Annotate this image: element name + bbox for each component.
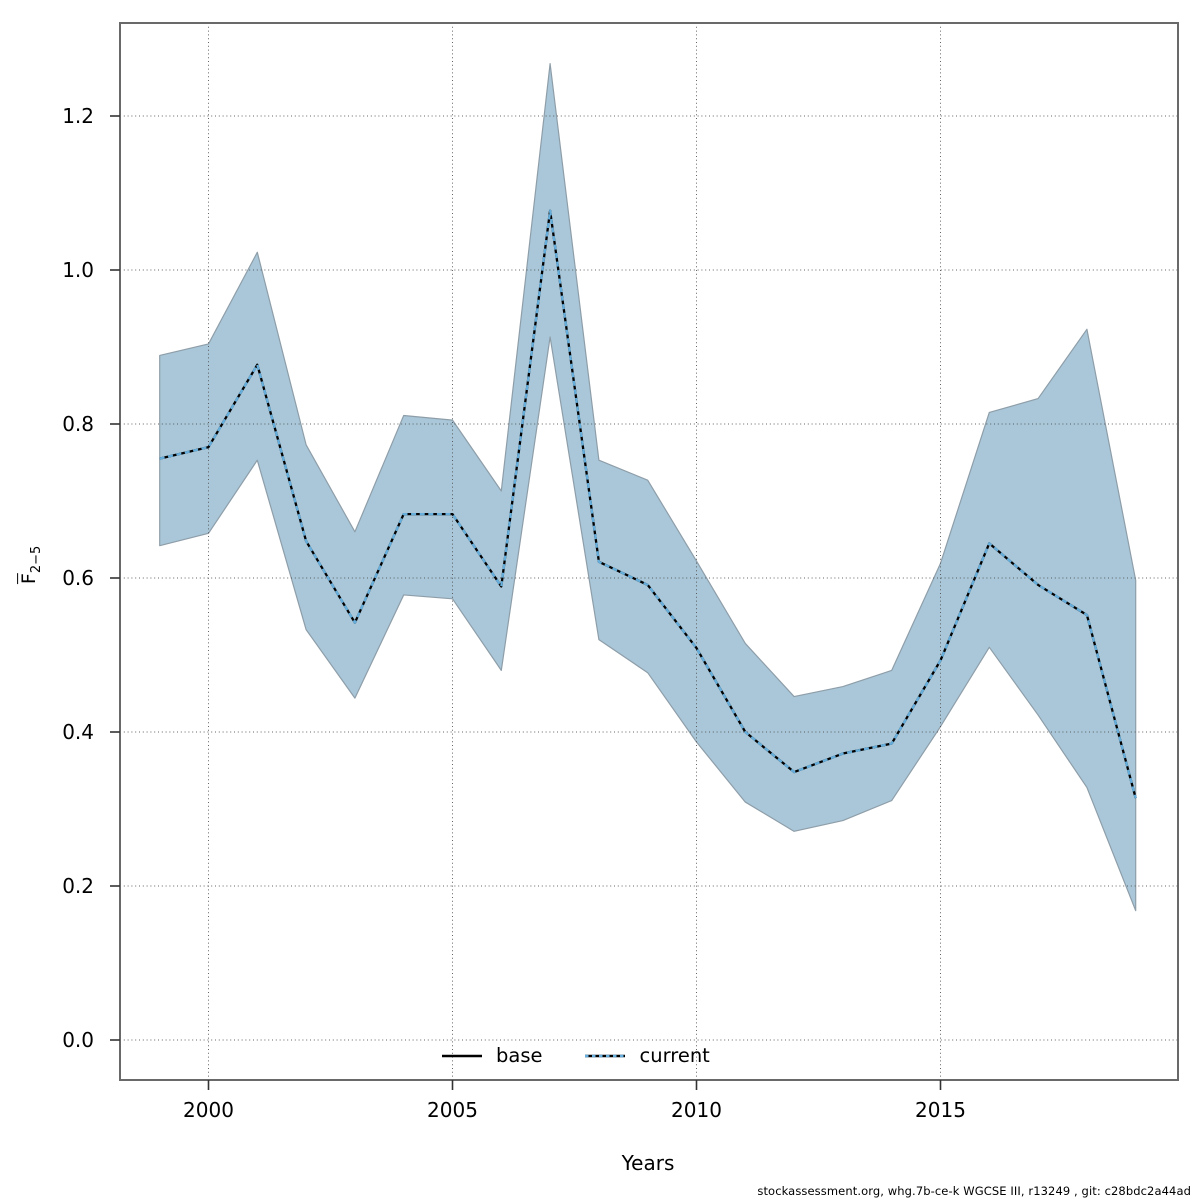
y-tick-label: 0.0 xyxy=(62,1028,94,1052)
plot-frame xyxy=(119,22,1179,1081)
legend-item-base: base xyxy=(441,1044,542,1067)
x-tick-label: 2015 xyxy=(915,1098,966,1122)
legend-base-line-sample xyxy=(442,1054,482,1057)
y-tick-label: 1.2 xyxy=(62,104,94,128)
legend-base-label: base xyxy=(496,1044,543,1067)
legend-current-label: current xyxy=(639,1044,710,1067)
y-axis-label: F2−5 xyxy=(18,515,44,615)
legend-current-line-sample xyxy=(585,1054,626,1057)
y-axis-label-symbol: F xyxy=(18,573,41,585)
y-tick-label: 1.0 xyxy=(62,258,94,282)
x-axis-label: Years xyxy=(621,1151,675,1175)
y-tick-label: 0.6 xyxy=(62,566,94,590)
y-tick-label: 0.8 xyxy=(62,412,94,436)
x-tick-label: 2010 xyxy=(671,1098,722,1122)
legend: base current xyxy=(441,1044,710,1067)
y-tick-label: 0.4 xyxy=(62,720,94,744)
confidence-band xyxy=(159,63,1137,912)
x-tick-label: 2000 xyxy=(183,1098,234,1122)
legend-item-current: current xyxy=(584,1044,710,1067)
y-axis-label-subscript: 2−5 xyxy=(28,545,44,574)
y-tick-label: 0.2 xyxy=(62,874,94,898)
x-tick-label: 2005 xyxy=(427,1098,478,1122)
footer-text: stockassessment.org, whg.7b-ce-k WGCSE I… xyxy=(757,1184,1191,1198)
current-line xyxy=(159,209,1137,799)
